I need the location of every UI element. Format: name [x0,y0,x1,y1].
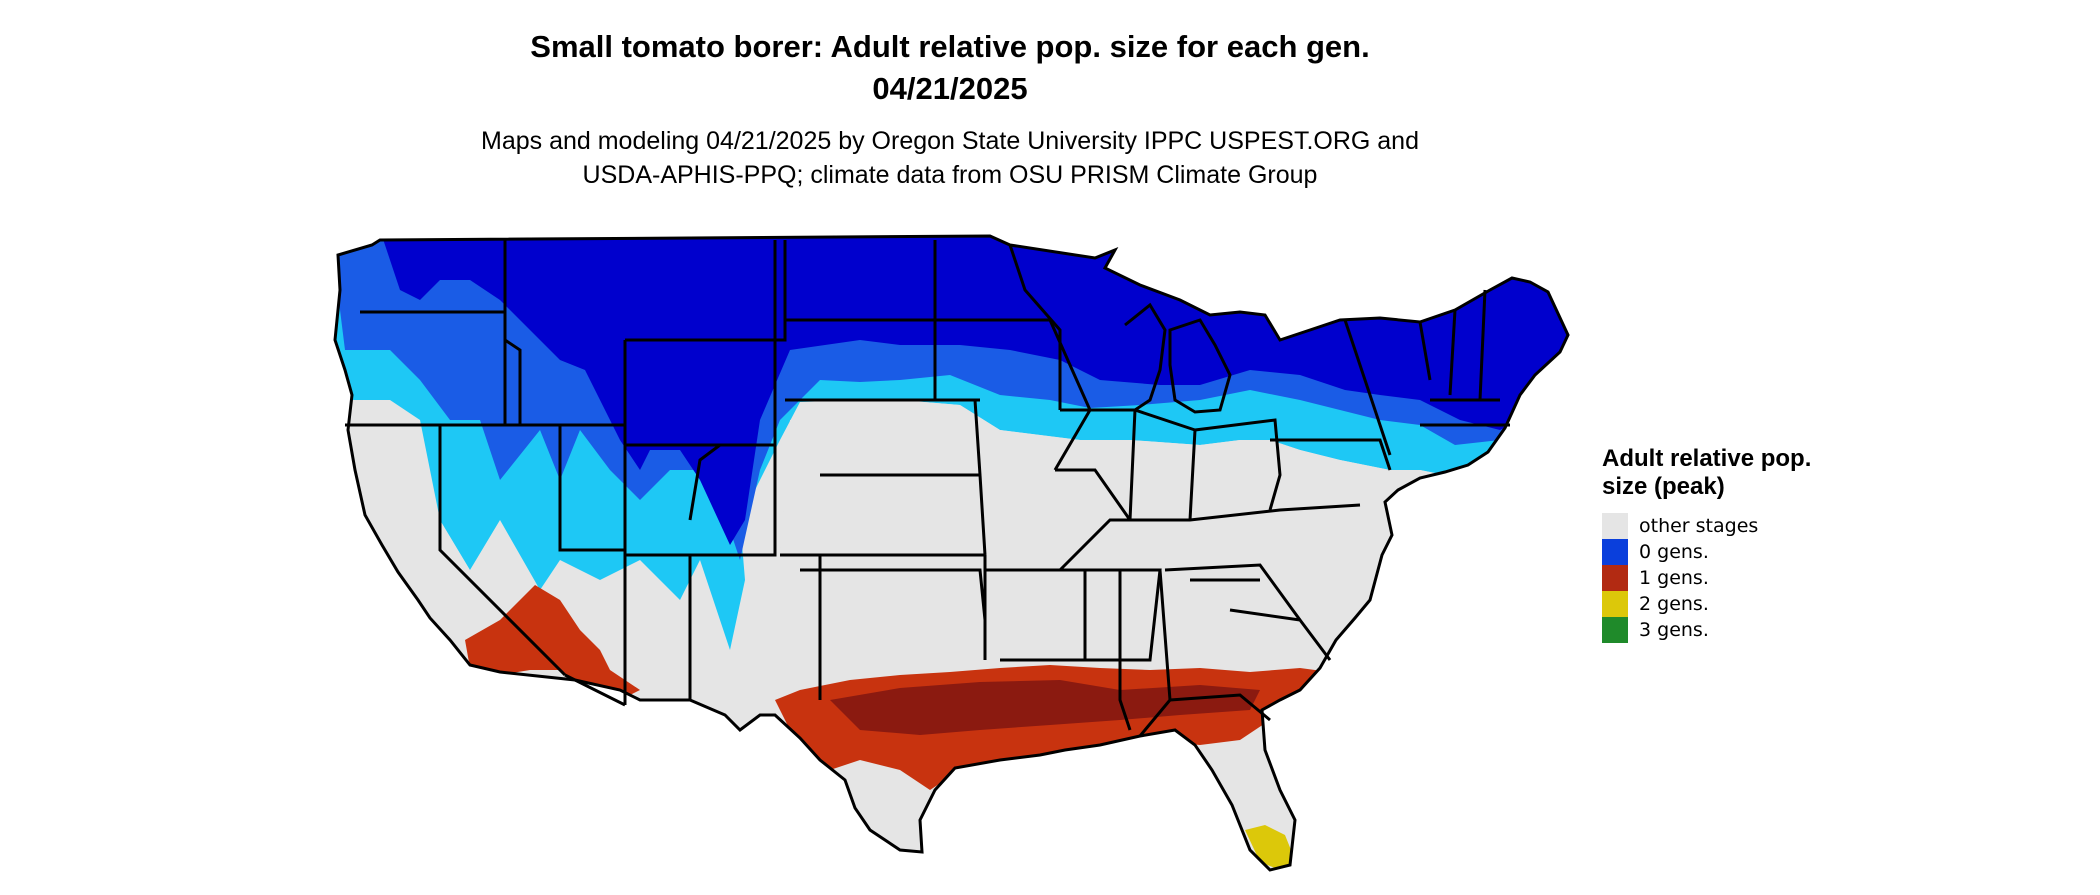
zone-other-central [700,400,1500,870]
legend-swatch [1602,539,1628,565]
map-title: Small tomato borer: Adult relative pop. … [0,26,1900,110]
title-line-1: Small tomato borer: Adult relative pop. … [530,29,1370,64]
legend-label: 2 gens. [1639,593,1709,615]
legend-items: other stages 0 gens. 1 gens. 2 gens. 3 g… [1602,513,1822,643]
legend-item-1-gens: 1 gens. [1602,565,1822,591]
zone-2-gens [1245,825,1295,870]
legend-item-other-stages: other stages [1602,513,1822,539]
legend-item-3-gens: 3 gens. [1602,617,1822,643]
legend-swatch [1602,513,1628,539]
legend-label: 0 gens. [1639,541,1709,563]
legend-title: Adult relative pop. size (peak) [1602,445,1812,500]
legend-swatch [1602,617,1628,643]
zone-1-gens-dark [830,680,1260,735]
zone-1-gens-southwest [465,585,640,700]
subtitle-line-1: Maps and modeling 04/21/2025 by Oregon S… [481,127,1419,155]
subtitle-line-2: USDA-APHIS-PPQ; climate data from OSU PR… [582,161,1318,189]
state-borders [333,234,1570,872]
legend-swatch [1602,591,1628,617]
title-line-2: 04/21/2025 [872,71,1028,106]
legend-label: 1 gens. [1639,567,1709,589]
legend-label: other stages [1639,515,1759,537]
map-subtitle: Maps and modeling 04/21/2025 by Oregon S… [0,124,1900,192]
legend-label: 3 gens. [1639,619,1709,641]
us-map [333,234,1570,872]
legend-item-2-gens: 2 gens. [1602,591,1822,617]
map-legend: Adult relative pop. size (peak) other st… [1602,445,1822,643]
legend-item-0-gens: 0 gens. [1602,539,1822,565]
legend-swatch [1602,565,1628,591]
